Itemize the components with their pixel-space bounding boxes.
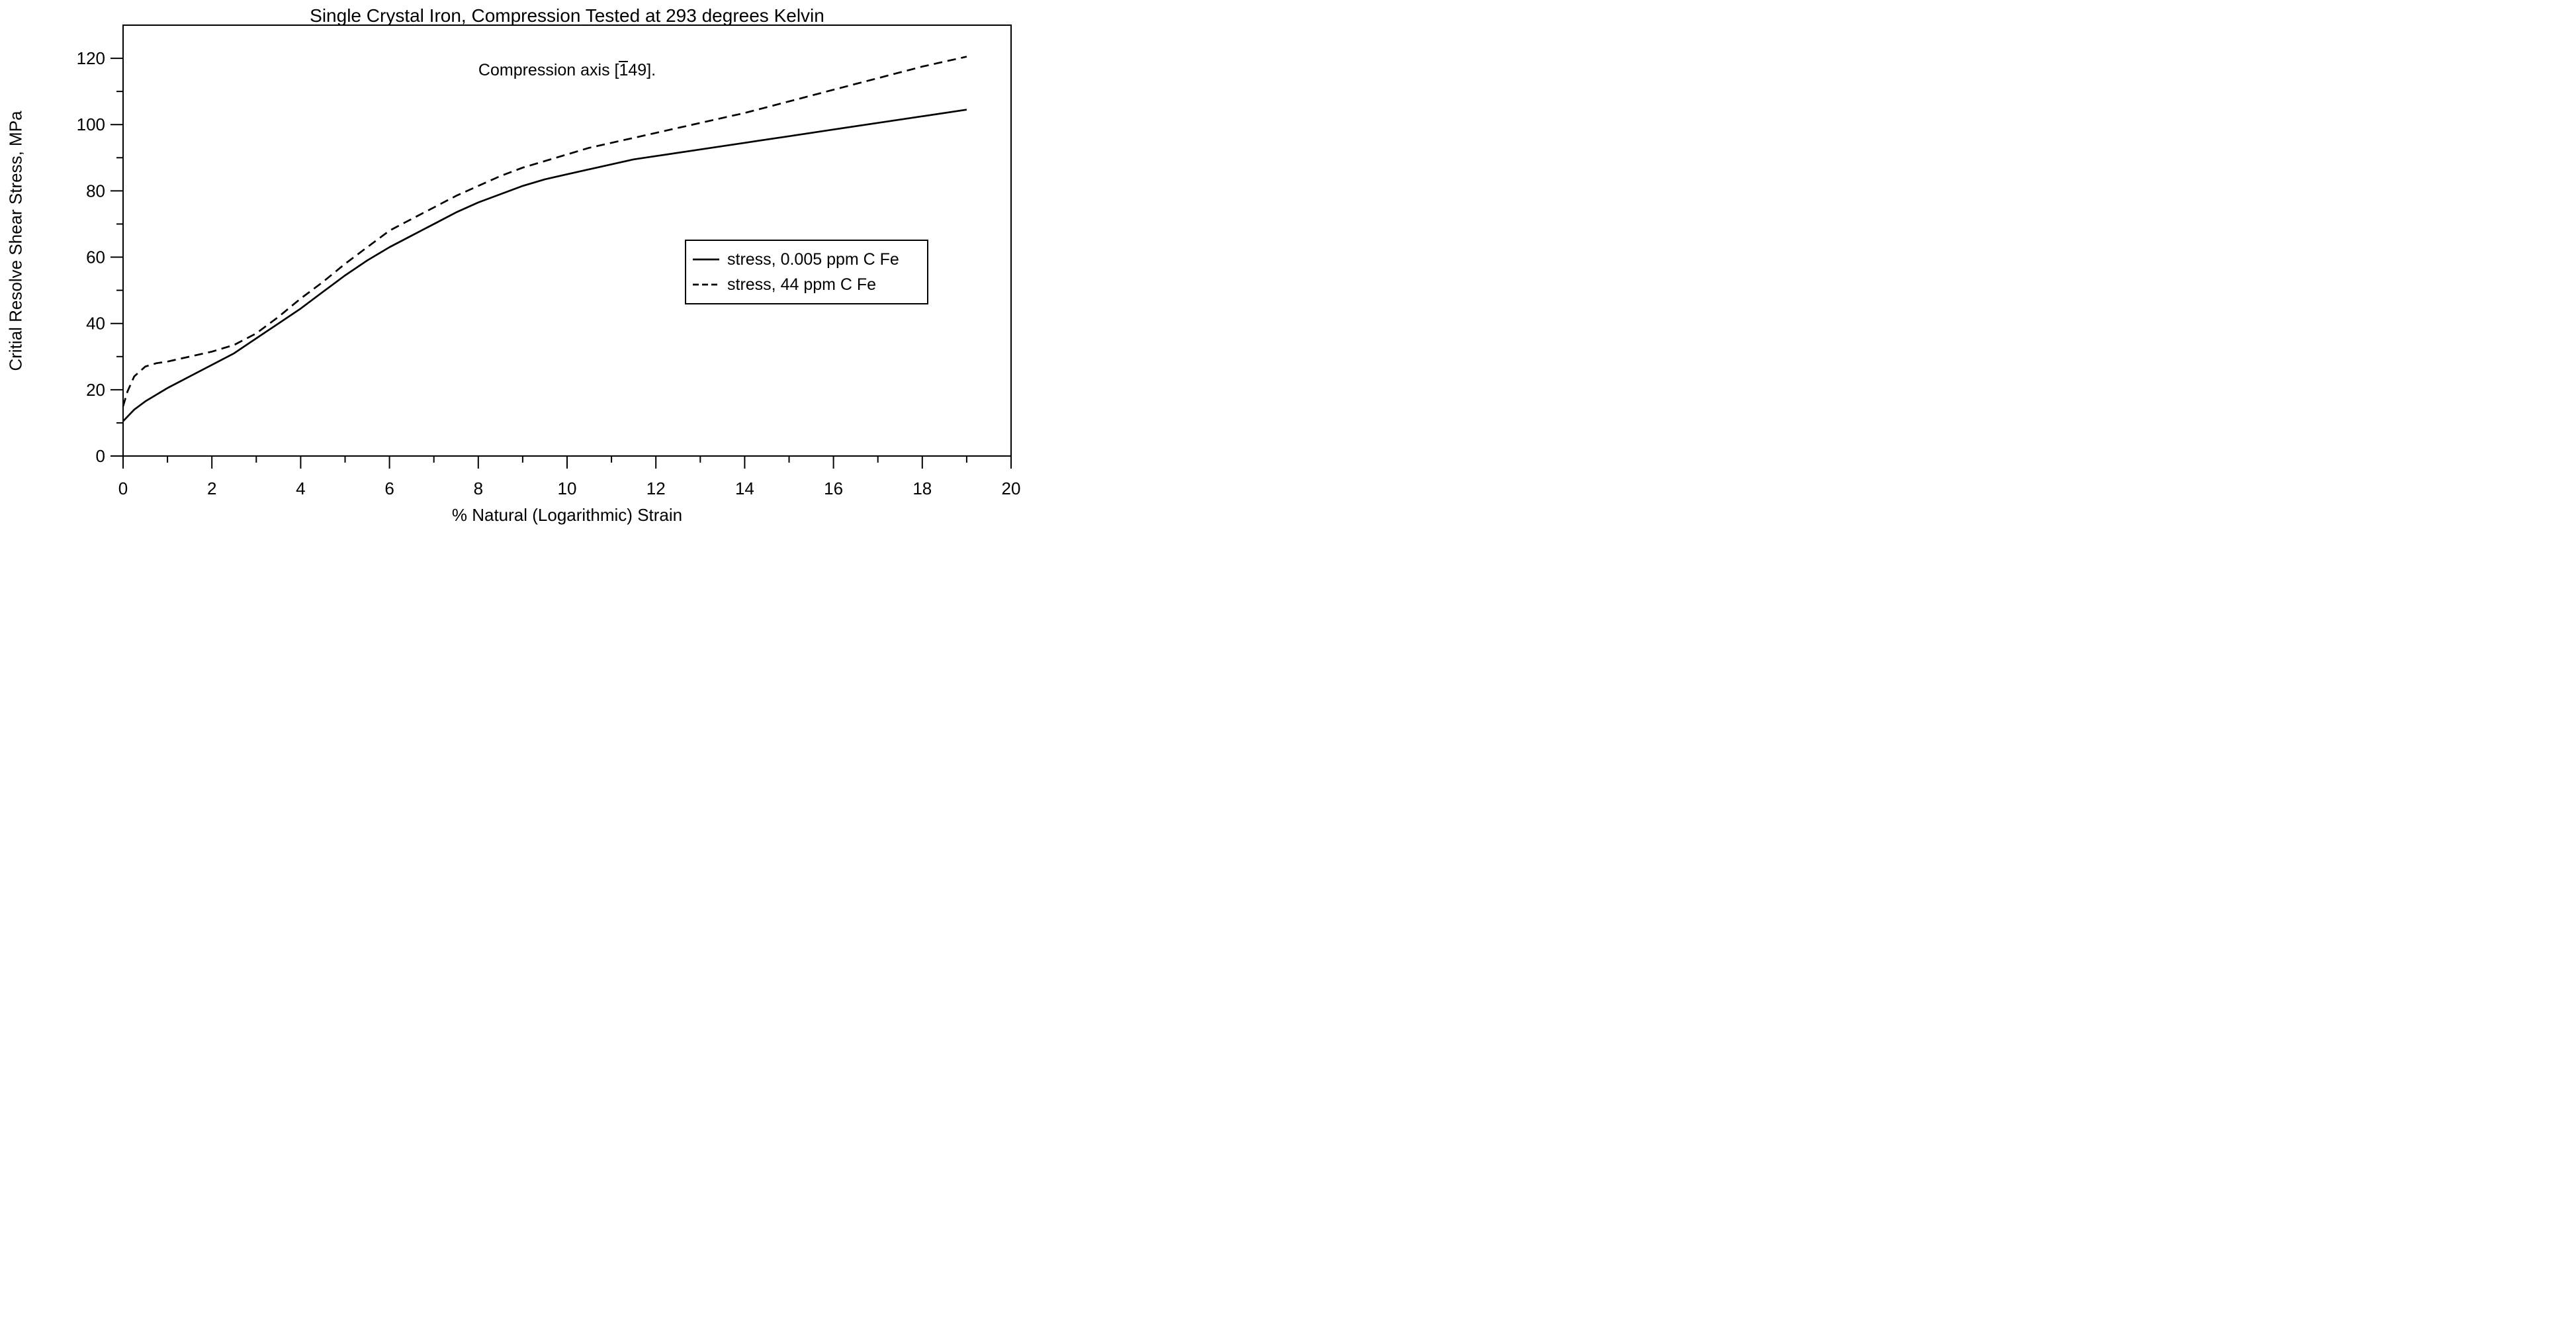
chart-figure: 0 2 4 6 8 10 12 14 16 18 20 0 20 40 60 80 100 120 Single …: [0, 0, 1030, 531]
x-tick-label: 16: [824, 479, 843, 498]
legend-label-dashed: stress, 44 ppm C Fe: [727, 275, 877, 294]
y-tick-label: 80: [86, 181, 105, 201]
annotation-suffix: 49].: [628, 61, 656, 79]
legend-dashed-line-sample: [693, 283, 719, 286]
y-tick-label: 40: [86, 314, 105, 334]
x-tick-label: 10: [558, 479, 577, 498]
x-tick-label: 12: [646, 479, 666, 498]
series-line-solid: [122, 109, 967, 422]
y-axis-label: Critial Resolve Shear Stress, MPa: [5, 111, 26, 371]
legend-entry-solid: stress, 0.005 ppm C Fe: [693, 250, 927, 269]
legend-label-solid: stress, 0.005 ppm C Fe: [727, 250, 899, 269]
x-tick-label: 14: [735, 479, 754, 498]
x-tick-label: 8: [474, 479, 483, 498]
legend-solid-line-sample: [693, 258, 719, 261]
x-tick-label: 2: [207, 479, 216, 498]
compression-axis-annotation: Compression axis [149].: [123, 61, 1011, 80]
x-tick-label: 6: [384, 479, 394, 498]
x-tick-label: 0: [118, 479, 128, 498]
series-line-dashed: [122, 56, 967, 407]
legend-box: stress, 0.005 ppm C Fe stress, 44 ppm C …: [685, 240, 928, 304]
y-tick-label: 100: [77, 115, 105, 134]
x-tick-label: 18: [912, 479, 932, 498]
y-tick-label: 0: [96, 446, 105, 466]
legend-entry-dashed: stress, 44 ppm C Fe: [693, 275, 927, 295]
annotation-prefix: Compression axis [: [478, 61, 619, 79]
y-tick-label: 60: [86, 248, 105, 267]
y-tick-label: 20: [86, 380, 105, 400]
annotation-overbar-digit: 1: [619, 61, 629, 79]
x-tick-label: 4: [296, 479, 305, 498]
plot-canvas: 0 2 4 6 8 10 12 14 16 18 20 0 20 40 60 80 100 120: [77, 24, 1021, 498]
x-tick-label: 20: [1002, 479, 1021, 498]
y-tick-label: 120: [77, 48, 105, 68]
chart-title: Single Crystal Iron, Compression Tested …: [310, 5, 824, 26]
x-axis-label: % Natural (Logarithmic) Strain: [451, 505, 683, 525]
